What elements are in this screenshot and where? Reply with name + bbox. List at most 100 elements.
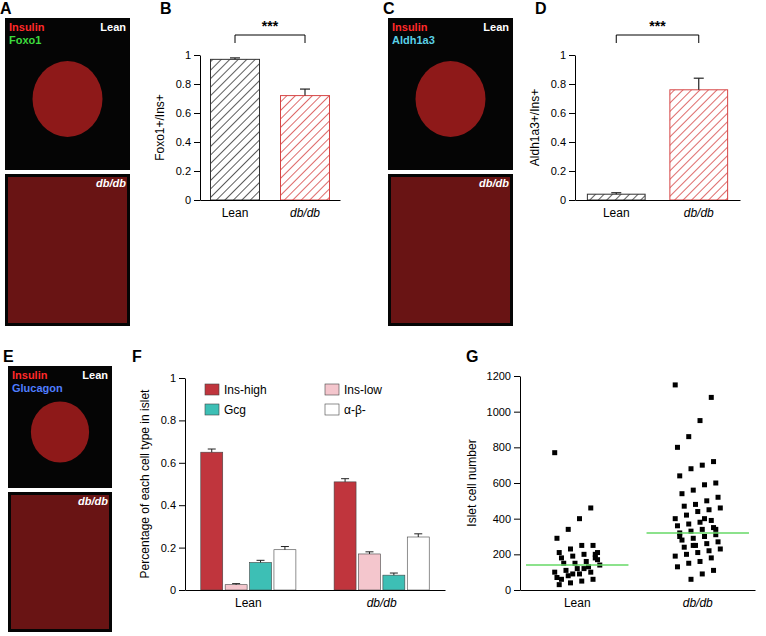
tick-mark: [569, 55, 575, 56]
tick: 0: [560, 194, 575, 206]
point: [684, 513, 689, 518]
point: [568, 580, 573, 585]
tick: 1000: [487, 406, 520, 418]
axis-line: [520, 377, 521, 591]
point: [557, 550, 562, 555]
islet-shape: [8, 177, 127, 323]
tick: 0: [185, 194, 200, 206]
point: [682, 545, 687, 550]
tick-label: 0.4: [161, 499, 176, 511]
tick-mark: [514, 554, 520, 555]
point: [552, 570, 557, 575]
tick-label: 0.2: [161, 542, 176, 554]
chart: D***00.20.40.60.81Aldh1a3+/Ins+Leandb/db: [528, 0, 741, 220]
y-axis: 00.20.40.60.81: [551, 49, 576, 206]
point: [700, 527, 705, 532]
y-axis-title: Percentage of each cell type in islet: [138, 389, 152, 578]
point: [716, 495, 721, 500]
panel-letter: B: [160, 0, 172, 17]
legend-swatch: [205, 384, 219, 395]
bar: [274, 550, 296, 590]
bar: [225, 585, 247, 590]
point: [700, 463, 705, 468]
channel-label: Insulin: [9, 21, 45, 33]
legend-swatch: [325, 384, 339, 395]
tick-mark: [179, 548, 185, 549]
legend-label: Gcg: [224, 403, 246, 417]
point: [582, 552, 587, 557]
tick: db/db: [367, 596, 397, 610]
point: [713, 481, 718, 486]
chart: FIns-highIns-lowGcgα-β-00.20.40.60.81Per…: [132, 348, 446, 610]
point: [575, 566, 580, 571]
error-cap: [300, 88, 310, 89]
x-axis: Leandb/db: [201, 201, 341, 220]
legend-swatch: [325, 404, 339, 415]
point: [709, 395, 714, 400]
point: [588, 570, 593, 575]
tick: Lean: [603, 206, 630, 220]
tick-mark: [514, 519, 520, 520]
tick-label: 0.8: [161, 414, 176, 426]
error-bar: [611, 193, 621, 194]
bar: [383, 575, 405, 590]
annotation: ***: [262, 18, 279, 34]
tick-label: 600: [493, 477, 511, 489]
tick-mark: [569, 84, 575, 85]
point: [679, 491, 684, 496]
point: [559, 577, 564, 582]
point: [673, 554, 678, 559]
tick-label: 0: [505, 584, 511, 596]
micrograph: [5, 174, 130, 326]
tick: 800: [493, 441, 520, 453]
tick: 0: [505, 584, 520, 596]
tick: 0.4: [551, 136, 575, 148]
point: [570, 554, 575, 559]
point: [691, 536, 696, 541]
point: [688, 577, 693, 582]
channel-label: Insulin: [392, 21, 428, 33]
y-axis-title: Foxo1+/Ins+: [153, 94, 167, 161]
tick-label: 1000: [487, 406, 511, 418]
islet-shape: [11, 495, 109, 629]
y-axis-title: Aldh1a3+/Ins+: [528, 89, 542, 166]
tick-mark: [194, 200, 200, 201]
error-bar: [230, 58, 240, 59]
image-panel: AInsulinFoxo1Leandb/db: [0, 0, 130, 326]
tick-label: db/db: [290, 206, 320, 220]
tick: 0.2: [161, 542, 185, 554]
point: [695, 550, 700, 555]
tick: 0.8: [176, 78, 200, 90]
tick-mark: [514, 590, 520, 591]
tick-label: 400: [493, 513, 511, 525]
point: [686, 434, 691, 439]
tick: 0.6: [551, 107, 575, 119]
point: [557, 582, 562, 587]
point: [595, 550, 600, 555]
point: [591, 577, 596, 582]
point: [698, 520, 703, 525]
bar: [587, 194, 645, 200]
point: [711, 568, 716, 573]
tick: 0.4: [176, 136, 200, 148]
axis-line: [576, 200, 741, 201]
error-cap: [694, 78, 704, 79]
error-cap: [611, 192, 621, 193]
bar: [358, 554, 380, 590]
tick: 0: [170, 584, 185, 596]
point: [673, 382, 678, 387]
point: [552, 450, 557, 455]
bar: [281, 96, 330, 200]
point: [713, 527, 718, 532]
legend: Ins-highIns-lowGcgα-β-: [205, 383, 382, 417]
tick: 0.2: [176, 165, 200, 177]
tick-mark: [194, 142, 200, 143]
point: [582, 566, 587, 571]
tick-mark: [569, 142, 575, 143]
tick-mark: [569, 200, 575, 201]
point: [675, 445, 680, 450]
view-label: Lean: [82, 369, 108, 381]
tick: 0.8: [551, 78, 575, 90]
tick-label: 0: [170, 584, 176, 596]
figure: AInsulinFoxo1Leandb/dbCInsulinAldh1a3Lea…: [0, 0, 766, 636]
